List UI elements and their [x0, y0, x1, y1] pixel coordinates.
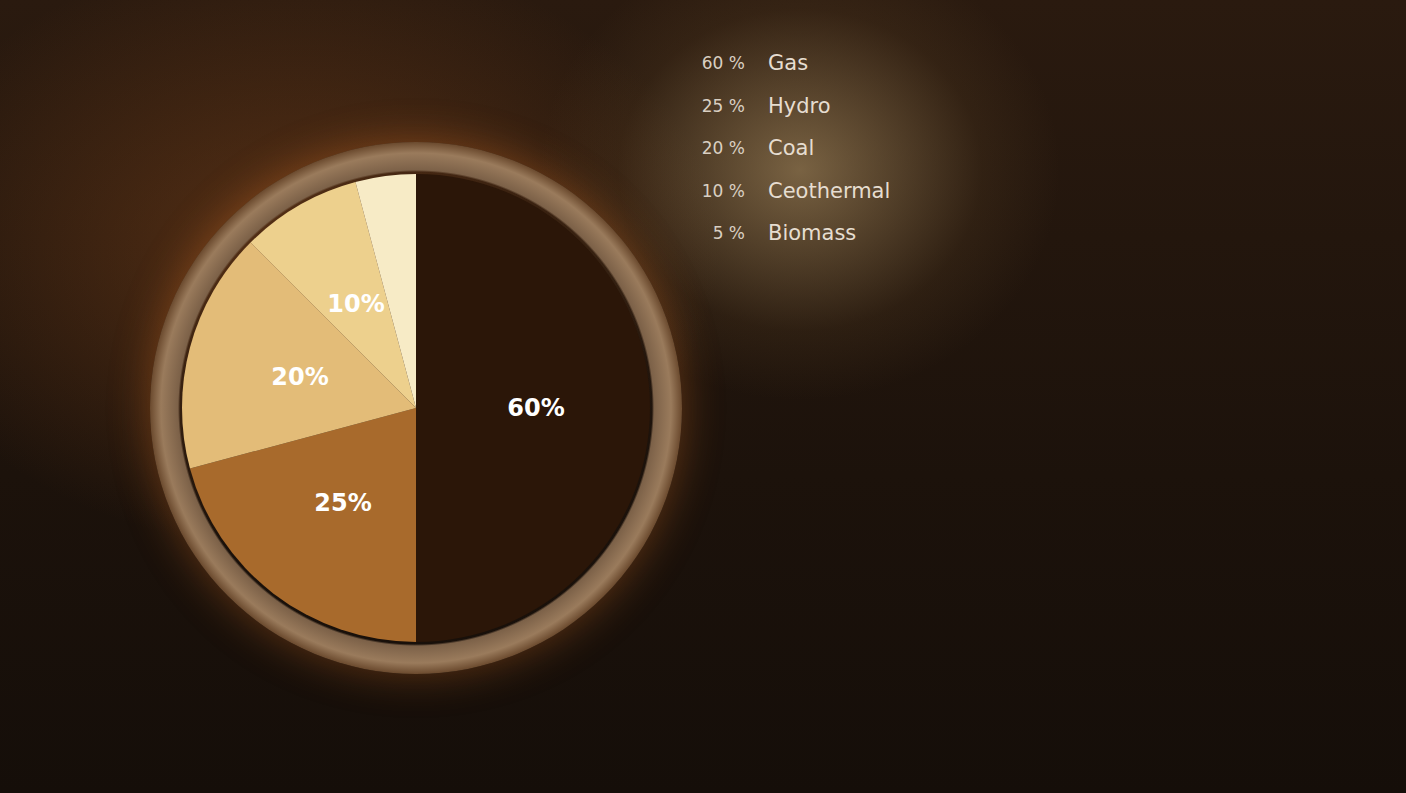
svg-text:Gas: Gas [768, 51, 808, 75]
svg-text:10%: 10% [327, 290, 384, 318]
svg-text:Coal: Coal [768, 136, 814, 160]
svg-text:Ceothermal: Ceothermal [768, 179, 890, 203]
svg-text:20 %: 20 % [702, 138, 745, 158]
svg-text:5 %: 5 % [713, 223, 745, 243]
svg-text:Hydro: Hydro [768, 94, 831, 118]
svg-text:60%: 60% [507, 394, 564, 422]
svg-text:Biomass: Biomass [768, 221, 856, 245]
svg-text:25 %: 25 % [702, 96, 745, 116]
svg-text:60 %: 60 % [702, 53, 745, 73]
svg-text:20%: 20% [271, 363, 328, 391]
svg-text:25%: 25% [314, 489, 371, 517]
svg-text:10 %: 10 % [702, 181, 745, 201]
